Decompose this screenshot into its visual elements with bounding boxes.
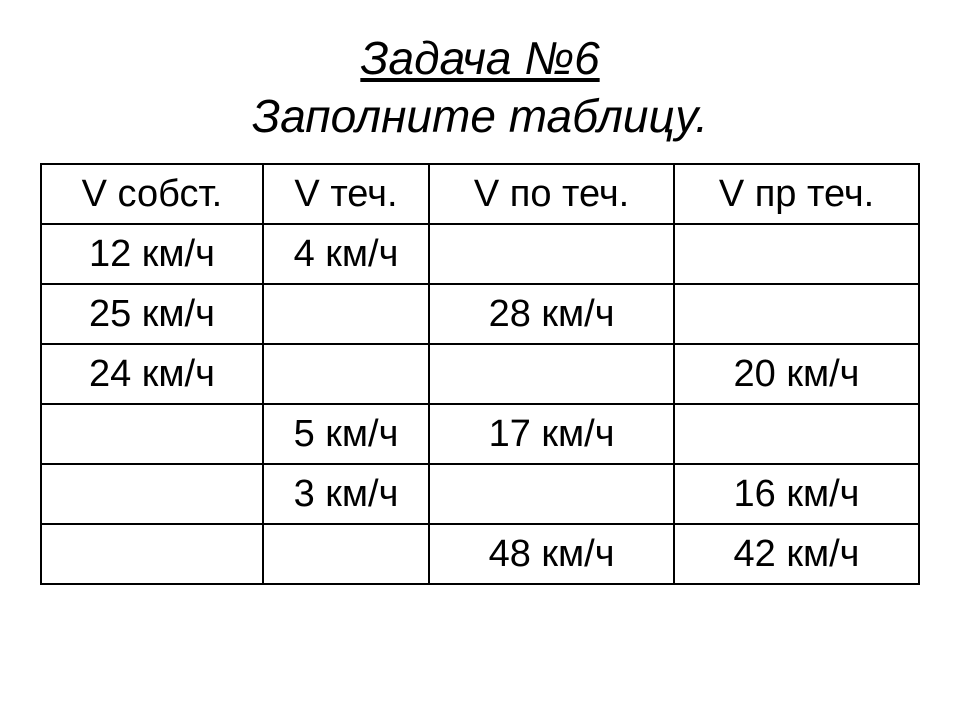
title-line-2: Заполните таблицу. (252, 88, 708, 146)
table-cell (263, 524, 429, 584)
table-cell (429, 224, 674, 284)
table-cell: 16 км/ч (674, 464, 919, 524)
table-row: 5 км/ч 17 км/ч (41, 404, 919, 464)
table-cell: 48 км/ч (429, 524, 674, 584)
table-row: 25 км/ч 28 км/ч (41, 284, 919, 344)
table-row: 3 км/ч 16 км/ч (41, 464, 919, 524)
table-cell: 42 км/ч (674, 524, 919, 584)
table-cell (674, 224, 919, 284)
table-row: 48 км/ч 42 км/ч (41, 524, 919, 584)
title-line-1: Задача №6 (252, 30, 708, 88)
table-cell: 4 км/ч (263, 224, 429, 284)
table-header-row: V собст. V теч. V по теч. V пр теч. (41, 164, 919, 224)
table-cell (41, 464, 263, 524)
table-cell (41, 404, 263, 464)
table-cell: 12 км/ч (41, 224, 263, 284)
table-cell: 17 км/ч (429, 404, 674, 464)
table-cell (263, 284, 429, 344)
table-cell (429, 464, 674, 524)
table-cell: 3 км/ч (263, 464, 429, 524)
table-cell (41, 524, 263, 584)
col-header-downstream-speed: V по теч. (429, 164, 674, 224)
speed-table: V собст. V теч. V по теч. V пр теч. 12 к… (40, 163, 920, 585)
table-cell: 5 км/ч (263, 404, 429, 464)
col-header-current-speed: V теч. (263, 164, 429, 224)
table-cell: 28 км/ч (429, 284, 674, 344)
table-cell (429, 344, 674, 404)
table-row: 24 км/ч 20 км/ч (41, 344, 919, 404)
table-cell (263, 344, 429, 404)
table-cell (674, 404, 919, 464)
table-cell: 25 км/ч (41, 284, 263, 344)
col-header-upstream-speed: V пр теч. (674, 164, 919, 224)
table-row: 12 км/ч 4 км/ч (41, 224, 919, 284)
table-cell (674, 284, 919, 344)
table-cell: 20 км/ч (674, 344, 919, 404)
title-block: Задача №6 Заполните таблицу. (252, 30, 708, 145)
col-header-own-speed: V собст. (41, 164, 263, 224)
table-cell: 24 км/ч (41, 344, 263, 404)
